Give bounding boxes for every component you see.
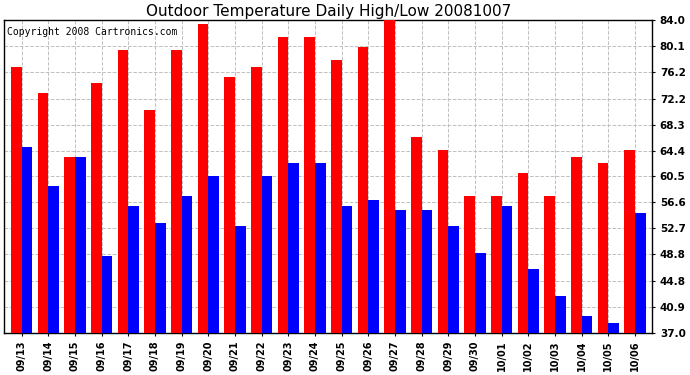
Bar — [395, 210, 406, 333]
Bar — [128, 206, 139, 333]
Bar — [224, 77, 235, 333]
Bar — [262, 177, 272, 333]
Bar — [11, 67, 21, 333]
Bar — [437, 150, 448, 333]
Bar — [342, 206, 352, 333]
Bar — [598, 163, 608, 333]
Bar — [331, 60, 342, 333]
Bar — [475, 253, 486, 333]
Bar — [448, 226, 459, 333]
Bar — [422, 210, 432, 333]
Bar — [277, 37, 288, 333]
Bar — [197, 24, 208, 333]
Bar — [635, 213, 646, 333]
Bar — [181, 196, 193, 333]
Bar — [75, 156, 86, 333]
Title: Outdoor Temperature Daily High/Low 20081007: Outdoor Temperature Daily High/Low 20081… — [146, 4, 511, 19]
Bar — [528, 270, 539, 333]
Bar — [357, 47, 368, 333]
Bar — [368, 200, 379, 333]
Bar — [117, 50, 128, 333]
Bar — [555, 296, 566, 333]
Bar — [624, 150, 635, 333]
Bar — [101, 256, 112, 333]
Bar — [608, 322, 619, 333]
Bar — [518, 173, 528, 333]
Bar — [304, 37, 315, 333]
Bar — [208, 177, 219, 333]
Bar — [502, 206, 512, 333]
Text: Copyright 2008 Cartronics.com: Copyright 2008 Cartronics.com — [8, 27, 178, 37]
Bar — [235, 226, 246, 333]
Bar — [582, 316, 592, 333]
Bar — [384, 14, 395, 333]
Bar — [37, 93, 48, 333]
Bar — [251, 67, 262, 333]
Bar — [144, 110, 155, 333]
Bar — [91, 84, 101, 333]
Bar — [48, 186, 59, 333]
Bar — [288, 163, 299, 333]
Bar — [155, 223, 166, 333]
Bar — [171, 50, 181, 333]
Bar — [411, 136, 422, 333]
Bar — [21, 147, 32, 333]
Bar — [64, 156, 75, 333]
Bar — [544, 196, 555, 333]
Bar — [571, 156, 582, 333]
Bar — [491, 196, 502, 333]
Bar — [315, 163, 326, 333]
Bar — [464, 196, 475, 333]
